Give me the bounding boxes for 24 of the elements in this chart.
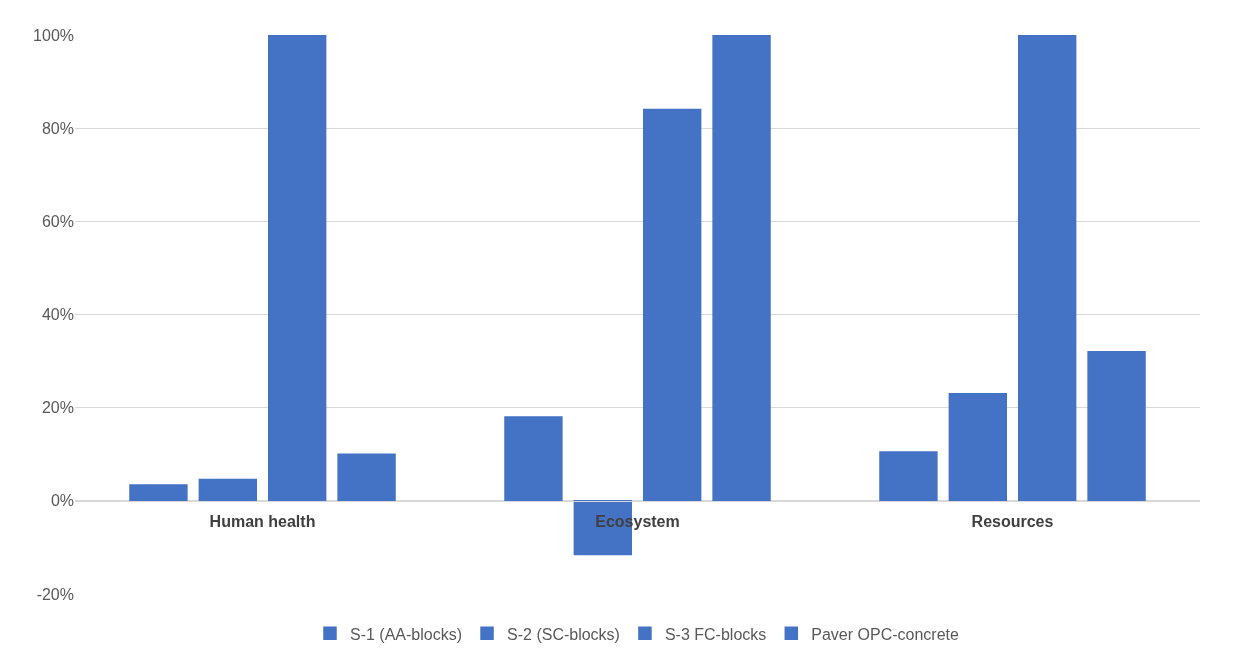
bar (1087, 351, 1146, 502)
bar (948, 392, 1008, 502)
y-tick-label: 100% (33, 26, 74, 44)
y-tick-label: 80% (41, 119, 74, 137)
legend-label: Paver OPC-concrete (811, 625, 960, 643)
bar (337, 453, 396, 502)
y-tick-label: 60% (41, 212, 74, 230)
legend-label: S-3 FC-blocks (664, 625, 767, 643)
legend-label: S-2 (SC-blocks) (507, 625, 620, 643)
x-tick-label: Human health (209, 513, 316, 531)
bar (129, 484, 188, 502)
bar (267, 35, 327, 502)
bar (712, 35, 771, 502)
x-tick-label: Resources (971, 513, 1054, 531)
bar (504, 416, 563, 502)
y-tick-label: 40% (41, 306, 74, 324)
y-tick-label: 0% (50, 492, 74, 510)
bar (198, 478, 258, 502)
bar (642, 108, 702, 502)
legend-label: S-1 (AA-blocks) (350, 625, 463, 643)
bar (1017, 35, 1077, 502)
y-tick-label: 20% (41, 399, 74, 417)
bar (879, 451, 938, 502)
y-tick-label: -20% (36, 585, 74, 603)
